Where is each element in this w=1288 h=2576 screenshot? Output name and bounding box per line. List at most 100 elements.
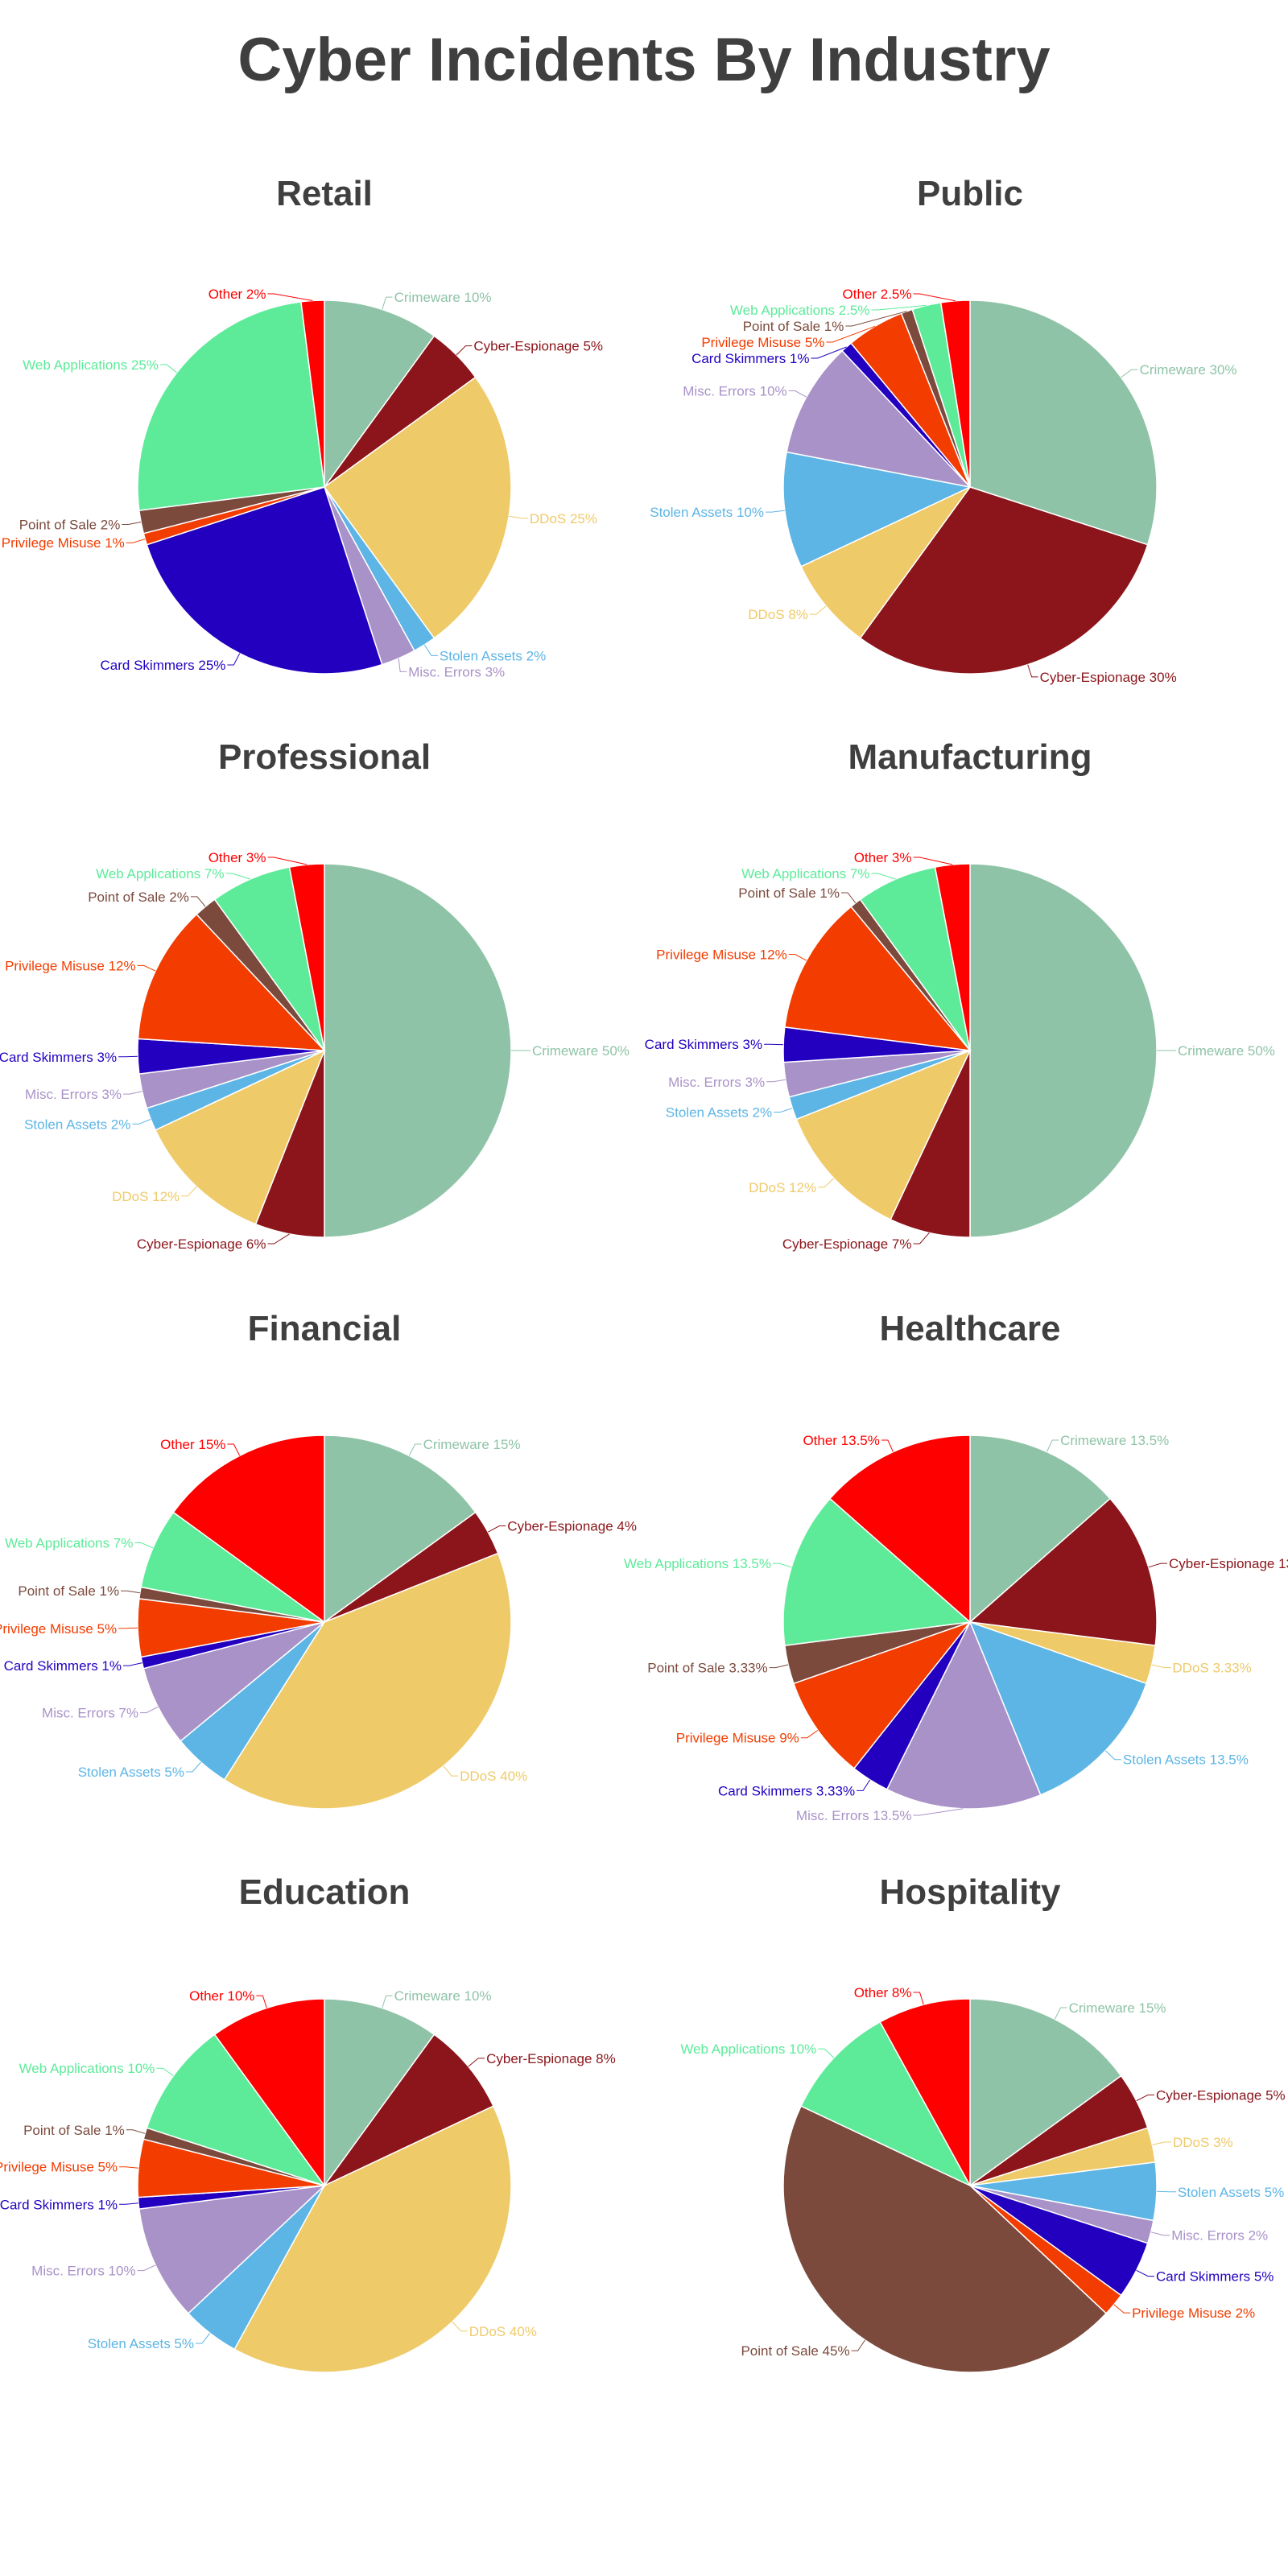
leader-line bbox=[1151, 1664, 1171, 1669]
slice-label-misc-errors: Misc. Errors 13.5% bbox=[796, 1808, 912, 1823]
slice-label-other: Other 13.5% bbox=[803, 1433, 879, 1448]
slice-label-stolen-assets: Stolen Assets 2% bbox=[440, 648, 546, 663]
slice-label-card-skimmers: Card Skimmers 5% bbox=[1156, 2269, 1274, 2285]
pie-chart-public: Public Crimeware 30% Cyber-Espionage 30% DD… bbox=[650, 174, 1236, 685]
leader-line bbox=[845, 311, 907, 327]
slice-label-ddos: DDoS 8% bbox=[748, 607, 808, 622]
slice-label-misc-errors: Misc. Errors 10% bbox=[683, 384, 786, 399]
leader-line bbox=[160, 364, 178, 374]
leader-line bbox=[190, 896, 206, 907]
slice-label-cyber-espionage: Cyber-Espionage 4% bbox=[507, 1519, 637, 1534]
slice-label-ddos: DDoS 25% bbox=[530, 511, 597, 526]
pie-slice-web-applications bbox=[213, 866, 325, 1051]
slice-label-cyber-espionage: Cyber-Espionage 13.5% bbox=[1169, 1556, 1288, 1571]
charts-grid: Retail Crimeware 10% Cyber-Espionage 5% DDo… bbox=[0, 174, 1288, 2373]
leader-line bbox=[452, 2321, 468, 2332]
leader-line bbox=[118, 1055, 138, 1058]
slice-label-point-of-sale: Point of Sale 1% bbox=[18, 1583, 119, 1599]
slice-label-web-applications: Web Applications 25% bbox=[23, 357, 159, 373]
slice-label-misc-errors: Misc. Errors 2% bbox=[1171, 2228, 1268, 2244]
pie-slice-other bbox=[939, 299, 971, 488]
slice-label-point-of-sale: Point of Sale 1% bbox=[743, 319, 844, 334]
leader-line bbox=[423, 644, 438, 656]
chart-title: Financial bbox=[248, 1309, 402, 1348]
slice-label-point-of-sale: Point of Sale 45% bbox=[741, 2343, 849, 2359]
leader-line bbox=[488, 1525, 506, 1533]
slice-label-privilege-misuse: Privilege Misuse 12% bbox=[656, 947, 787, 963]
leader-line bbox=[121, 1590, 140, 1594]
leader-line bbox=[398, 658, 407, 672]
pie-slice-ddos bbox=[223, 1552, 512, 1810]
pie-chart-retail: Retail Crimeware 10% Cyber-Espionage 5% DDo… bbox=[2, 174, 603, 679]
leader-line bbox=[119, 2166, 139, 2169]
pie-chart-education: Education Crimeware 10% Cyber-Espionage 8%… bbox=[0, 1872, 616, 2373]
slice-label-privilege-misuse: Privilege Misuse 12% bbox=[5, 958, 136, 973]
chart-title: Hospitality bbox=[880, 1872, 1061, 1912]
pie-chart-healthcare: Healthcare Crimeware 13.5% Cyber-Espionage… bbox=[624, 1309, 1288, 1823]
slice-label-card-skimmers: Card Skimmers 1% bbox=[691, 351, 809, 366]
leader-line bbox=[1136, 2094, 1154, 2102]
pie-slice-misc-errors bbox=[786, 349, 972, 489]
leader-line bbox=[181, 1186, 197, 1197]
pie-slice-web-applications bbox=[859, 866, 971, 1051]
slice-label-card-skimmers: Card Skimmers 1% bbox=[4, 1658, 122, 1674]
slice-label-privilege-misuse: Privilege Misuse 1% bbox=[2, 535, 125, 551]
slice-label-other: Other 3% bbox=[208, 850, 266, 865]
leader-line bbox=[227, 1443, 241, 1456]
pie-chart-manufacturing: Manufacturing Crimeware 50% Cyber-Espionag… bbox=[645, 737, 1275, 1252]
slice-label-privilege-misuse: Privilege Misuse 5% bbox=[0, 1621, 117, 1637]
slice-label-stolen-assets: Stolen Assets 2% bbox=[24, 1117, 130, 1132]
slice-label-ddos: DDoS 40% bbox=[460, 1769, 527, 1784]
leader-line bbox=[408, 1443, 422, 1456]
leader-line bbox=[1113, 2304, 1131, 2314]
pie-slice-web-applications bbox=[140, 1511, 325, 1623]
leader-line bbox=[509, 515, 528, 519]
pie-slice-privilege-misuse bbox=[792, 1620, 972, 1769]
leader-line bbox=[119, 2202, 139, 2205]
slice-label-misc-errors: Misc. Errors 3% bbox=[668, 1075, 765, 1090]
leader-line bbox=[766, 510, 785, 513]
pie-slice-web-applications bbox=[146, 2033, 326, 2187]
pie-slice-stolen-assets bbox=[782, 451, 972, 568]
leader-line bbox=[913, 1808, 964, 1816]
slice-label-point-of-sale: Point of Sale 1% bbox=[23, 2123, 125, 2138]
pie-slice-cyber-espionage bbox=[324, 2033, 494, 2186]
slice-label-web-applications: Web Applications 7% bbox=[741, 866, 869, 881]
slice-label-cyber-espionage: Cyber-Espionage 6% bbox=[137, 1236, 266, 1252]
slice-label-card-skimmers: Card Skimmers 1% bbox=[0, 2197, 118, 2212]
leader-line bbox=[267, 1233, 290, 1245]
leader-line bbox=[468, 2058, 485, 2067]
slice-label-other: Other 3% bbox=[854, 850, 912, 865]
leader-line bbox=[764, 1043, 784, 1046]
slice-label-card-skimmers: Card Skimmers 3.33% bbox=[718, 1783, 855, 1798]
slice-label-crimeware: Crimeware 10% bbox=[394, 290, 492, 305]
leader-line bbox=[227, 653, 241, 666]
leader-line bbox=[800, 1729, 819, 1739]
leader-line bbox=[134, 1542, 154, 1549]
leader-line bbox=[788, 954, 807, 961]
slice-label-web-applications: Web Applications 7% bbox=[96, 866, 224, 881]
slice-label-stolen-assets: Stolen Assets 5% bbox=[88, 2336, 194, 2351]
leader-line bbox=[1046, 1439, 1059, 1452]
leader-line bbox=[196, 2332, 211, 2344]
slice-label-stolen-assets: Stolen Assets 10% bbox=[650, 505, 764, 520]
slice-label-crimeware: Crimeware 13.5% bbox=[1060, 1433, 1169, 1448]
leader-line bbox=[1150, 2231, 1170, 2236]
pie-slice-cyber-espionage bbox=[890, 1050, 971, 1238]
slice-label-crimeware: Crimeware 15% bbox=[423, 1437, 521, 1452]
leader-line bbox=[913, 1232, 930, 1245]
leader-line bbox=[773, 1563, 792, 1568]
slice-label-stolen-assets: Stolen Assets 5% bbox=[78, 1765, 184, 1780]
pie-slice-ddos bbox=[800, 486, 971, 639]
leader-line bbox=[788, 390, 807, 398]
leader-line bbox=[809, 605, 827, 615]
leader-line bbox=[443, 1765, 459, 1777]
leader-line bbox=[186, 1761, 201, 1773]
pie-slice-crimeware bbox=[969, 299, 1158, 546]
leader-line bbox=[267, 293, 313, 301]
leader-line bbox=[871, 304, 927, 311]
leader-line bbox=[1148, 1563, 1167, 1568]
leader-line bbox=[913, 1992, 924, 2005]
slice-label-point-of-sale: Point of Sale 2% bbox=[88, 890, 189, 905]
pie-slice-misc-errors bbox=[142, 1621, 325, 1742]
